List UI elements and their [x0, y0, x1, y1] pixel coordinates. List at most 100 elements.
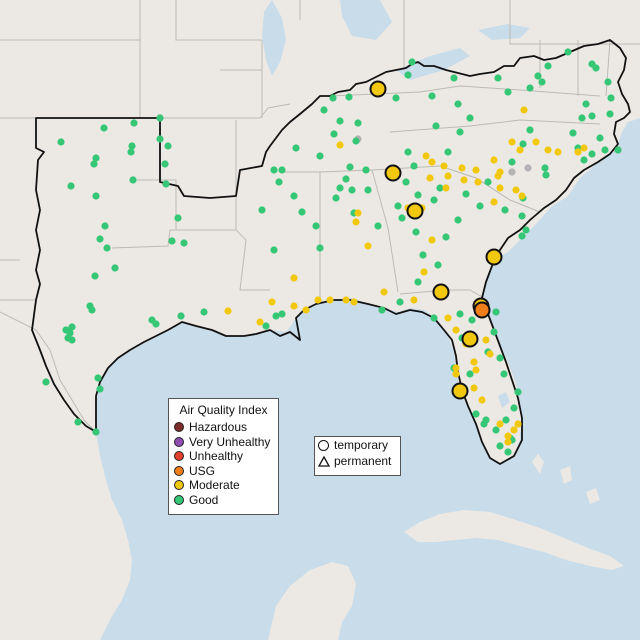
monitor-good	[100, 124, 108, 132]
legend-label: Good	[189, 492, 219, 507]
legend-item-good: Good	[169, 493, 278, 508]
monitor-good	[496, 442, 504, 450]
monitor-good	[542, 171, 550, 179]
monitor-good	[582, 100, 590, 108]
monitor-good	[408, 58, 416, 66]
monitor-good	[345, 93, 353, 101]
monitor-good	[462, 190, 470, 198]
monitor-moderate	[352, 218, 360, 226]
monitor-good	[544, 62, 552, 70]
monitor-moderate	[290, 302, 298, 310]
monitor-good	[484, 178, 492, 186]
legend-label: permanent	[334, 454, 392, 468]
monitor-good	[414, 191, 422, 199]
monitor-good	[270, 166, 278, 174]
monitor-good	[278, 310, 286, 318]
monitor-good	[496, 354, 504, 362]
monitor-good	[96, 235, 104, 243]
land-bahamas-2	[560, 466, 572, 484]
unhealthy-swatch	[174, 451, 184, 462]
monitor-good	[329, 94, 337, 102]
monitor-good	[404, 148, 412, 156]
monitor-good	[588, 112, 596, 120]
monitor-good	[200, 308, 208, 316]
monitor-moderate	[486, 350, 494, 358]
temporary-monitor-moderate	[369, 80, 387, 98]
monitor-good	[162, 180, 170, 188]
legend-label: Unhealthy	[189, 449, 244, 464]
monitor-good	[434, 261, 442, 269]
monitor-good	[414, 278, 422, 286]
monitor-moderate	[496, 420, 504, 428]
monitor-good	[272, 312, 280, 320]
lake-ontario	[478, 24, 530, 40]
monitor-good	[362, 166, 370, 174]
monitor-good	[320, 106, 328, 114]
monitor-moderate	[474, 178, 482, 186]
monitor-good	[90, 160, 98, 168]
monitor-good	[312, 222, 320, 230]
monitor-good	[332, 194, 340, 202]
lake-huron	[340, 0, 392, 40]
monitor-good	[92, 154, 100, 162]
lake-michigan	[262, 0, 286, 76]
monitor-moderate	[290, 274, 298, 282]
moderate-swatch	[174, 480, 184, 491]
monitor-good	[177, 312, 185, 320]
monitor-good	[492, 308, 500, 316]
state-boundaries	[0, 0, 640, 301]
temporary-monitor-moderate	[451, 382, 469, 400]
monitor-moderate	[350, 298, 358, 306]
monitor-moderate	[314, 296, 322, 304]
monitor-good	[442, 233, 450, 241]
monitor-good	[436, 184, 444, 192]
monitor-good	[88, 306, 96, 314]
monitor-good	[456, 128, 464, 136]
monitor-good	[402, 178, 410, 186]
aqi-legend: Air Quality Index Hazardous Very Unhealt…	[168, 398, 279, 515]
legend-item-unhealthy: Unhealthy	[169, 449, 278, 464]
monitor-good	[412, 228, 420, 236]
good-swatch	[174, 494, 184, 505]
monitor-good	[128, 142, 136, 150]
legend-item-permanent: permanent	[315, 453, 400, 469]
very-unhealthy-swatch	[174, 436, 184, 447]
monitor-good	[103, 244, 111, 252]
monitor-moderate	[442, 184, 450, 192]
monitor-good	[74, 418, 82, 426]
monitor-good	[538, 78, 546, 86]
monitor-good	[94, 374, 102, 382]
monitor-good	[130, 119, 138, 127]
monitor-moderate	[410, 296, 418, 304]
monitor-moderate	[472, 166, 480, 174]
monitor-moderate	[364, 242, 372, 250]
legend-label: Moderate	[189, 478, 240, 493]
monitor-good	[91, 272, 99, 280]
monitor-good	[419, 251, 427, 259]
monitor-good	[504, 448, 512, 456]
monitor-good	[352, 137, 360, 145]
monitor-good	[180, 239, 188, 247]
monitor-moderate	[426, 174, 434, 182]
monitor-moderate	[268, 298, 276, 306]
monitor-moderate	[380, 288, 388, 296]
monitor-good	[374, 222, 382, 230]
monitor-moderate	[470, 358, 478, 366]
land-cuba	[404, 510, 624, 570]
monitor-good	[127, 148, 135, 156]
monitor-good	[68, 323, 76, 331]
monitor-good	[541, 164, 549, 172]
monitor-moderate	[302, 306, 310, 314]
monitor-good	[580, 156, 588, 164]
monitor-good	[500, 370, 508, 378]
monitor-good	[275, 178, 283, 186]
monitor-good	[57, 138, 65, 146]
monitor-good	[601, 146, 609, 154]
monitor-good	[526, 126, 534, 134]
monitor-good	[607, 94, 615, 102]
monitor-good	[614, 146, 622, 154]
monitor-moderate	[496, 184, 504, 192]
monitor-good	[596, 134, 604, 142]
monitor-good	[67, 182, 75, 190]
monitor-good	[92, 192, 100, 200]
